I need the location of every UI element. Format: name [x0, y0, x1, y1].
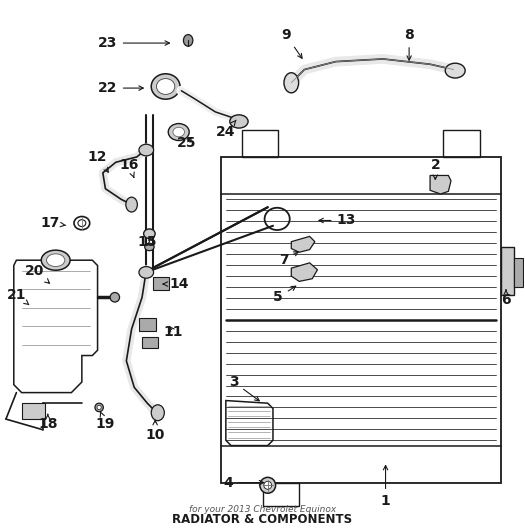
Ellipse shape	[110, 293, 120, 302]
Bar	[220, 157, 501, 483]
Text: 2: 2	[430, 158, 440, 179]
Bar	[153, 277, 169, 290]
Bar	[142, 337, 158, 348]
Bar	[501, 247, 514, 295]
Text: 11: 11	[164, 324, 183, 339]
Ellipse shape	[230, 115, 248, 128]
Ellipse shape	[47, 254, 65, 267]
Text: 5: 5	[274, 286, 296, 304]
Text: 22: 22	[98, 81, 143, 95]
Ellipse shape	[145, 243, 154, 251]
Text: 25: 25	[177, 135, 196, 150]
Text: 13: 13	[319, 213, 356, 227]
Bar	[514, 258, 523, 287]
Ellipse shape	[144, 229, 155, 238]
Ellipse shape	[156, 79, 175, 95]
Text: 1: 1	[381, 466, 391, 508]
Ellipse shape	[151, 405, 164, 421]
Ellipse shape	[284, 73, 299, 93]
Polygon shape	[430, 175, 451, 194]
Ellipse shape	[95, 403, 103, 412]
Polygon shape	[291, 263, 318, 281]
Ellipse shape	[183, 35, 193, 46]
Text: 21: 21	[7, 288, 29, 305]
Text: 6: 6	[501, 290, 511, 307]
Ellipse shape	[126, 197, 138, 212]
Ellipse shape	[173, 127, 184, 137]
Text: RADIATOR & COMPONENTS: RADIATOR & COMPONENTS	[172, 513, 353, 526]
Ellipse shape	[151, 74, 180, 99]
Text: for your 2013 Chevrolet Equinox: for your 2013 Chevrolet Equinox	[189, 504, 336, 513]
Text: 9: 9	[281, 28, 302, 58]
Text: 4: 4	[224, 476, 264, 490]
Ellipse shape	[97, 405, 101, 409]
Bar	[22, 403, 45, 419]
Text: 7: 7	[279, 252, 298, 267]
Text: 15: 15	[138, 235, 157, 249]
Bar	[262, 483, 299, 507]
Text: 17: 17	[41, 216, 66, 230]
Text: 10: 10	[145, 421, 165, 442]
Ellipse shape	[78, 220, 86, 227]
Ellipse shape	[139, 267, 154, 278]
Bar	[242, 131, 278, 157]
Text: 3: 3	[229, 375, 259, 401]
Text: 19: 19	[96, 412, 115, 431]
Text: 14: 14	[163, 277, 188, 291]
Ellipse shape	[445, 63, 465, 78]
Text: 24: 24	[216, 120, 236, 139]
Bar	[443, 131, 480, 157]
Ellipse shape	[168, 124, 189, 141]
Text: 18: 18	[38, 415, 58, 431]
Text: 12: 12	[88, 150, 108, 172]
Text: 8: 8	[404, 28, 414, 60]
Ellipse shape	[139, 144, 154, 156]
Ellipse shape	[260, 477, 276, 493]
Text: 23: 23	[98, 36, 170, 50]
Ellipse shape	[264, 481, 271, 489]
Bar	[140, 319, 156, 331]
Ellipse shape	[41, 250, 70, 270]
Text: 16: 16	[119, 158, 139, 177]
Polygon shape	[291, 236, 315, 252]
Text: 20: 20	[25, 264, 49, 283]
